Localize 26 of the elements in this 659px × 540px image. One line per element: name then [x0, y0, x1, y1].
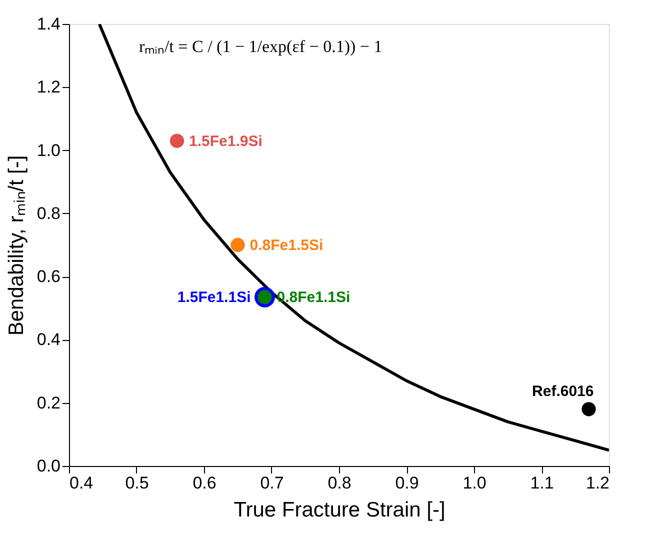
x-tick-label: 1.0 — [462, 474, 486, 492]
x-tick-label: 1.2 — [586, 474, 610, 492]
x-tick-label: 0.8 — [328, 474, 352, 492]
y-tick-label: 0.2 — [36, 393, 60, 412]
y-tick-label: 0.6 — [36, 267, 60, 286]
y-tick-label: 0.4 — [36, 330, 60, 350]
series-label: 0.8Fe1.1Si — [276, 289, 350, 306]
x-axis-title: True Fracture Strain [-] — [234, 498, 446, 522]
x-tick-label: 1.1 — [530, 474, 554, 492]
x-tick-label: 0.9 — [395, 474, 419, 492]
series-label: Ref.6016 — [532, 383, 594, 400]
annotation: rₘᵢₙ/t = C / (1 − 1/exp(εf − 0.1)) − 1 — [139, 37, 382, 56]
series-label: 1.5Fe1.1Si — [177, 289, 251, 306]
x-tick-label: 0.6 — [192, 474, 216, 492]
series-label: 0.8Fe1.5Si — [250, 237, 324, 254]
y-axis-title: Bendability, rₘᵢₙ/t [-] — [4, 155, 28, 336]
y-tick-label: 0.8 — [36, 204, 60, 223]
line-series — [98, 24, 609, 452]
x-tick-label: 0.4 — [70, 474, 94, 492]
x-tick-label: 0.7 — [260, 474, 284, 492]
y-tick-label: 1.4 — [36, 14, 60, 34]
y-tick-label: 1.0 — [36, 140, 60, 160]
y-tick-label: 1.2 — [36, 78, 60, 97]
x-tick-label: 0.5 — [125, 474, 149, 492]
y-tick-label: 0.0 — [36, 456, 60, 476]
series-label: 1.5Fe1.9Si — [189, 132, 262, 150]
